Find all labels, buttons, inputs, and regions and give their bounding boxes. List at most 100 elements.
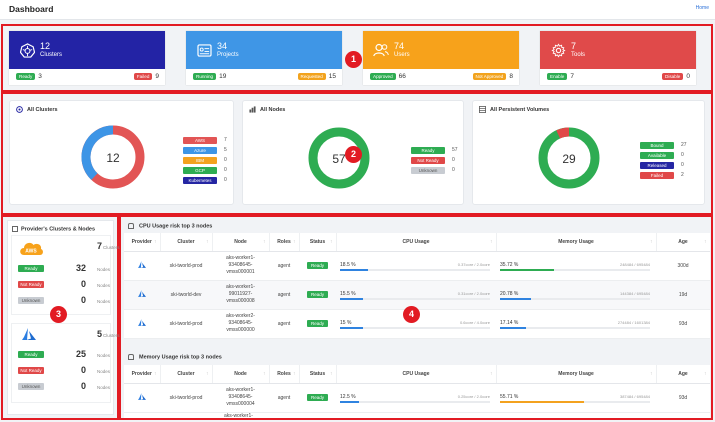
cpu-usage-capacity: 0.6core / 4.0core bbox=[459, 319, 490, 325]
sort-icon[interactable]: ↑ bbox=[650, 371, 653, 377]
marker-4: 4 bbox=[403, 306, 420, 323]
cpu-usage-cell: 18.5 % 0.37core / 2.0core bbox=[336, 251, 496, 281]
projects-count: 34 bbox=[217, 41, 228, 51]
cpu-usage-cell: 15.5 % 0.31core / 2.0core bbox=[336, 280, 496, 310]
azure-clusters-unit: Clusters bbox=[103, 333, 120, 338]
tables-area: CPU Usage risk top 3 nodes Provider ↑ Clus… bbox=[124, 219, 710, 418]
azure-segment bbox=[81, 125, 114, 180]
sort-icon[interactable]: ↑ bbox=[154, 371, 157, 377]
projects-card[interactable]: 34 Projects Running 19 Requested 15 bbox=[186, 31, 342, 85]
azure-provider-card[interactable]: 5 Clusters Ready 25 Nodes Not Ready 0 Nodes … bbox=[11, 323, 120, 403]
sort-icon[interactable]: ↑ bbox=[704, 239, 707, 245]
cpu-table-title: CPU Usage risk top 3 nodes bbox=[139, 223, 213, 230]
sort-icon[interactable]: ↑ bbox=[330, 371, 333, 377]
azure-icon bbox=[138, 319, 146, 326]
users-card-footer: Approved 66 Not Approved 8 bbox=[363, 69, 519, 85]
column-header-node[interactable]: Node ↑ bbox=[212, 365, 270, 384]
azure-unknown-row: Unknown 0 Nodes bbox=[18, 380, 110, 394]
column-header-provider[interactable]: Provider ↑ bbox=[124, 233, 161, 252]
column-header-provider[interactable]: Provider ↑ bbox=[124, 365, 161, 384]
cpu-usage-percent: 18.5 % bbox=[340, 261, 356, 268]
projects-card-footer: Running 19 Requested 15 bbox=[186, 69, 342, 85]
legend-kubernetes: Kubernetes bbox=[183, 176, 217, 184]
projects-card-header: 34 Projects bbox=[186, 31, 342, 69]
table-row[interactable]: ski-tworld-dev aks-worker1- 99011927- vmss0… bbox=[124, 280, 710, 310]
table-row[interactable]: aks-worker1- bbox=[124, 412, 710, 418]
table-row[interactable]: ski-tworld-prod aks-worker1- 93408645- vmss… bbox=[124, 383, 710, 413]
role-cell: agent bbox=[269, 383, 299, 413]
node-cell: aks-worker1- 93408645- vmss000004 bbox=[212, 383, 269, 413]
column-header-status[interactable]: Status ↑ bbox=[299, 365, 337, 384]
column-header-roles[interactable]: Roles ↑ bbox=[269, 365, 300, 384]
kubernetes-icon bbox=[19, 42, 35, 58]
sort-icon[interactable]: ↑ bbox=[293, 239, 296, 245]
sort-icon[interactable]: ↑ bbox=[490, 371, 493, 377]
azure-icon bbox=[138, 261, 146, 268]
sort-icon[interactable]: ↑ bbox=[206, 239, 209, 245]
clusters-legend: AWS 7 Azure 5 IBM 0 GCP 0 Kubernetes 0 bbox=[183, 135, 227, 185]
status-badge: Ready bbox=[306, 262, 328, 269]
tools-count: 7 bbox=[571, 41, 577, 51]
sort-icon[interactable]: ↑ bbox=[330, 239, 333, 245]
cpu-usage-bar: 12.5 % 0.25core / 2.0core bbox=[336, 385, 496, 411]
column-header-memory-usage[interactable]: Memory Usage ↑ bbox=[496, 365, 657, 384]
sort-icon[interactable]: ↑ bbox=[154, 239, 157, 245]
aws-clusters-unit: Clusters bbox=[103, 245, 120, 250]
memory-usage-capacity: 248484 / 695484 bbox=[619, 261, 650, 267]
users-card[interactable]: 74 Users Approved 66 Not Approved 8 bbox=[363, 31, 519, 85]
aws-provider-card[interactable]: AWS 7 Clusters Ready 32 Nodes Not Ready 0 No… bbox=[11, 235, 120, 315]
sort-icon[interactable]: ↑ bbox=[293, 371, 296, 377]
column-header-age[interactable]: Age ↑ bbox=[656, 365, 710, 384]
provider-cell bbox=[124, 383, 160, 413]
table-row[interactable]: ski-tworld-prod aks-worker2- 93408645- vmss… bbox=[124, 309, 710, 339]
memory-usage-bar: 17.14 % 274484 / 1601384 bbox=[496, 311, 656, 337]
sort-icon[interactable]: ↑ bbox=[490, 239, 493, 245]
home-link[interactable]: Home bbox=[695, 5, 709, 11]
sort-icon[interactable]: ↑ bbox=[704, 371, 707, 377]
cpu-usage-bar: 18.5 % 0.37core / 2.0core bbox=[336, 253, 496, 279]
sort-icon[interactable]: ↑ bbox=[263, 239, 266, 245]
cpu-usage-capacity: 0.25core / 2.0core bbox=[457, 393, 490, 399]
column-header-status[interactable]: Status ↑ bbox=[299, 233, 337, 252]
clusters-card[interactable]: 12 Clusters Ready 3 Failed 9 bbox=[9, 31, 165, 85]
memory-usage-percent: 20.78 % bbox=[500, 290, 519, 297]
memory-usage-capacity: 387484 / 695484 bbox=[619, 393, 650, 399]
column-header-memory-usage[interactable]: Memory Usage ↑ bbox=[496, 233, 657, 252]
memory-usage-bar: 35.72 % 248484 / 695484 bbox=[496, 253, 656, 279]
cpu-usage-cell: 12.5 % 0.25core / 2.0core bbox=[336, 383, 496, 413]
column-header-cpu-usage[interactable]: CPU Usage ↑ bbox=[336, 365, 497, 384]
column-header-node[interactable]: Node ↑ bbox=[212, 233, 270, 252]
column-header-cpu-usage[interactable]: CPU Usage ↑ bbox=[336, 233, 497, 252]
marker-2: 2 bbox=[345, 146, 362, 163]
tools-card[interactable]: 7 Tools Enable 7 Disable 0 bbox=[540, 31, 696, 85]
users-label: Users bbox=[394, 52, 410, 58]
memory-usage-bar: 55.71 % 387484 / 695484 bbox=[496, 385, 656, 411]
azure-not-ready-row: Not Ready 0 Nodes bbox=[18, 364, 110, 378]
memory-risk-table: Provider ↑ Cluster ↑ Node ↑ Roles ↑ Status ↑ CPU U… bbox=[124, 365, 710, 418]
table-row[interactable]: ski-tworld-prod aks-worker1- 93408645- vmss… bbox=[124, 251, 710, 281]
provider-cell bbox=[124, 251, 160, 281]
memory-usage-percent: 55.71 % bbox=[500, 393, 519, 400]
project-card-icon bbox=[196, 42, 212, 58]
column-header-cluster[interactable]: Cluster ↑ bbox=[160, 233, 213, 252]
failed-count: 9 bbox=[155, 73, 159, 81]
cpu-usage-capacity: 0.37core / 2.0core bbox=[457, 261, 490, 267]
sort-icon[interactable]: ↑ bbox=[263, 371, 266, 377]
azure-ready-row: Ready 25 Nodes bbox=[18, 348, 110, 362]
column-header-age[interactable]: Age ↑ bbox=[656, 233, 710, 252]
sort-icon[interactable]: ↑ bbox=[206, 371, 209, 377]
enable-count: 7 bbox=[570, 73, 574, 81]
cpu-usage-track bbox=[340, 268, 490, 271]
projects-label: Projects bbox=[217, 52, 239, 58]
aws-clusters-count: 7 bbox=[96, 241, 102, 251]
svg-text:AWS: AWS bbox=[25, 249, 37, 255]
memory-usage-track bbox=[500, 326, 650, 329]
clusters-count: 12 bbox=[40, 41, 51, 51]
annotation-box-providers bbox=[1, 215, 119, 420]
failed-badge: Failed bbox=[133, 73, 153, 80]
memory-usage-capacity: 144384 / 695484 bbox=[619, 290, 650, 296]
column-header-roles[interactable]: Roles ↑ bbox=[269, 233, 300, 252]
cpu-usage-percent: 15.5 % bbox=[340, 290, 356, 297]
sort-icon[interactable]: ↑ bbox=[650, 239, 653, 245]
column-header-cluster[interactable]: Cluster ↑ bbox=[160, 365, 213, 384]
